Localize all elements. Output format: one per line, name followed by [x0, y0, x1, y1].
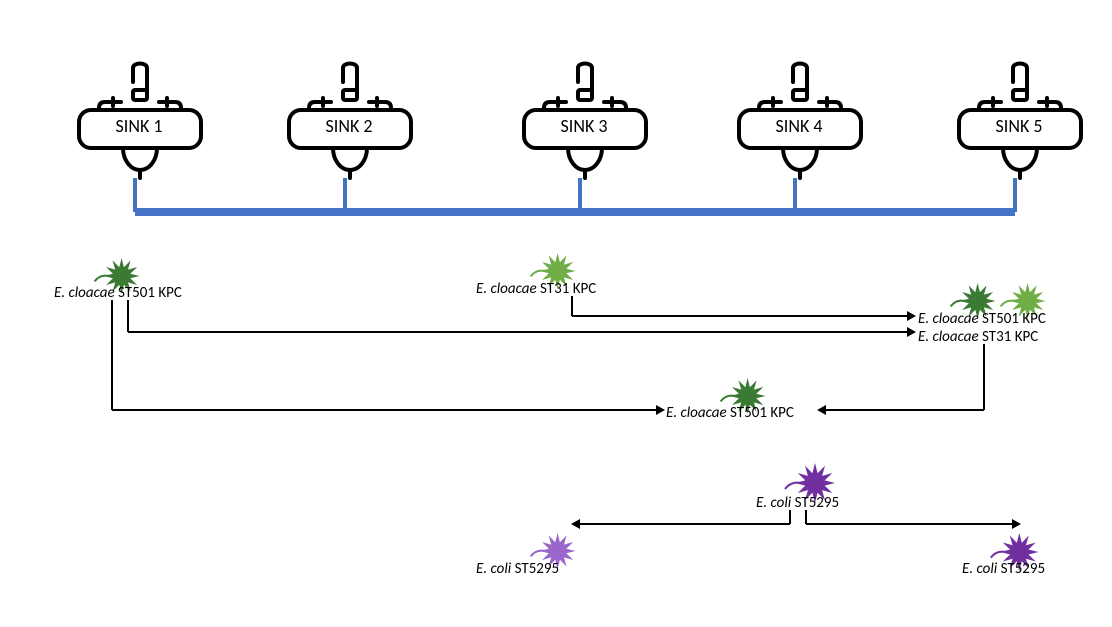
- arrow-segment: [826, 409, 984, 411]
- organism-name-italic: E. cloacae: [918, 310, 979, 328]
- organism-name-rest: ST5295: [511, 560, 559, 578]
- organism-name-italic: E. coli: [756, 494, 791, 512]
- organism-name-italic: E. cloacae: [476, 280, 537, 298]
- arrow-segment: [805, 510, 807, 524]
- sink-label-1: SINK 1: [89, 115, 189, 137]
- arrowhead: [1012, 519, 1021, 529]
- arrow-segment: [806, 523, 1012, 525]
- organism-name-rest: ST501 KPC: [115, 284, 182, 302]
- organism-label: E. coli ST5295: [476, 560, 559, 578]
- organism-name-rest: ST31 KPC: [537, 280, 597, 298]
- sink-label-3: SINK 3: [534, 115, 634, 137]
- arrow-segment: [983, 344, 985, 410]
- organism-name-italic: E. cloacae: [54, 284, 115, 302]
- organism-label: E. coli ST5295: [756, 494, 839, 512]
- arrowhead: [817, 405, 826, 415]
- organism-label: E. cloacae ST501 KPC: [666, 404, 794, 422]
- organism-name-italic: E. cloacae: [918, 328, 979, 346]
- arrowhead: [907, 327, 916, 337]
- pipe-main: [135, 208, 1015, 216]
- arrow-segment: [572, 315, 907, 317]
- sink-label-4: SINK 4: [749, 115, 849, 137]
- organism-name-italic: E. coli: [476, 560, 511, 578]
- arrow-segment: [112, 409, 656, 411]
- arrow-segment: [127, 300, 129, 332]
- organism-name-rest: ST5295: [997, 560, 1045, 578]
- arrowhead: [907, 311, 916, 321]
- organism-name-rest: ST501 KPC: [727, 404, 794, 422]
- arrowhead: [571, 519, 580, 529]
- organism-name-rest: ST5295: [791, 494, 839, 512]
- arrow-segment: [789, 510, 791, 524]
- organism-label: E. cloacae ST501 KPC: [54, 284, 182, 302]
- organism-label: E. cloacae ST501 KPC: [918, 310, 1046, 328]
- organism-name-italic: E. coli: [962, 560, 997, 578]
- sink-label-5: SINK 5: [969, 115, 1069, 137]
- arrow-segment: [571, 296, 573, 316]
- organism-label: E. cloacae ST31 KPC: [918, 328, 1038, 346]
- organism-name-italic: E. cloacae: [666, 404, 727, 422]
- organism-name-rest: ST31 KPC: [979, 328, 1039, 346]
- arrow-segment: [580, 523, 790, 525]
- arrowhead: [656, 405, 665, 415]
- organism-label: E. cloacae ST31 KPC: [476, 280, 596, 298]
- arrow-segment: [111, 300, 113, 410]
- organism-name-rest: ST501 KPC: [979, 310, 1046, 328]
- arrow-segment: [128, 331, 907, 333]
- organism-label: E. coli ST5295: [962, 560, 1045, 578]
- sink-label-2: SINK 2: [299, 115, 399, 137]
